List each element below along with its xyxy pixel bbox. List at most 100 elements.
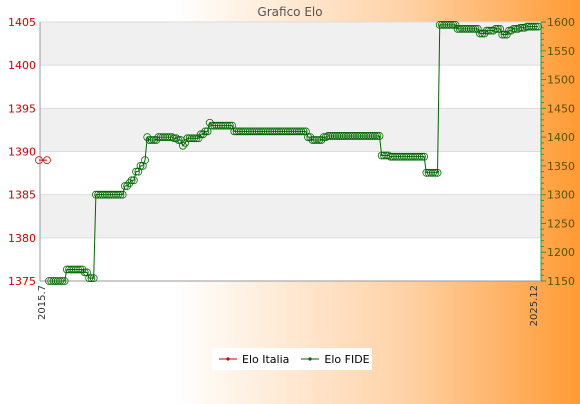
point-elo-fide [433, 168, 442, 177]
series-layer [35, 20, 542, 285]
right-axis: 1150 1200 1250 1300 1350 1400 1450 1500 1550 1600 [540, 16, 575, 288]
x-axis-ticks: 2015.7 2025.12 [37, 280, 541, 326]
point-elo-fide [313, 136, 321, 144]
point-elo-fide [80, 268, 89, 277]
right-tick-label: 1550 [547, 45, 575, 58]
point-elo-fide [125, 179, 134, 188]
left-tick-label: 1390 [8, 146, 36, 159]
grid-band [40, 194, 541, 238]
x-tick-label: 2015.7 [37, 285, 48, 320]
legend: Elo Italia Elo FIDE [212, 348, 372, 370]
point-elo-fide [529, 22, 538, 31]
point-elo-fide [192, 134, 201, 143]
point-elo-fide [174, 136, 183, 144]
point-elo-fide [297, 127, 306, 136]
point-elo-fide [371, 132, 379, 140]
point-elo-fide [134, 167, 143, 176]
point-elo-fide [147, 136, 156, 144]
point-elo-fide [78, 265, 87, 274]
legend-swatch-elo-fide [301, 357, 320, 361]
point-elo-fide [60, 277, 69, 285]
x-tick-label: 2025.12 [529, 285, 540, 326]
right-tick-label: 1150 [547, 275, 575, 288]
point-elo-fide [167, 133, 176, 142]
point-elo-fide [299, 127, 308, 136]
point-elo-fide [58, 277, 67, 285]
point-elo-fide [152, 136, 161, 144]
point-elo-fide [83, 268, 91, 277]
point-elo-fide [228, 121, 236, 130]
point-elo-italia [35, 156, 43, 165]
point-elo-fide [415, 152, 424, 161]
legend-swatch-elo-italia [219, 357, 237, 361]
point-elo-fide [89, 274, 98, 283]
point-elo-fide [306, 133, 315, 142]
legend-item-elo-italia: Elo Italia [219, 353, 289, 366]
left-axis: 1375 1380 1385 1390 1395 1400 1405 [8, 16, 41, 288]
left-tick-label: 1380 [8, 232, 36, 245]
legend-item-elo-fide: Elo FIDE [301, 352, 370, 366]
point-elo-fide [375, 132, 384, 140]
left-tick-label: 1385 [8, 189, 36, 202]
point-elo-fide [85, 274, 94, 283]
right-tick-label: 1300 [547, 189, 575, 202]
point-elo-fide [179, 141, 187, 150]
point-elo-fide [473, 25, 482, 33]
point-elo-fide [449, 20, 458, 29]
right-tick-label: 1200 [547, 246, 575, 259]
point-elo-fide [123, 182, 132, 190]
left-tick-label: 1400 [8, 59, 36, 72]
point-elo-fide [56, 277, 65, 285]
point-elo-fide [471, 25, 480, 33]
point-elo-fide [304, 133, 312, 142]
point-elo-fide [420, 152, 429, 161]
right-tick-label: 1500 [547, 74, 575, 87]
point-elo-fide [136, 161, 145, 170]
point-elo-fide [141, 156, 149, 165]
point-elo-fide [116, 190, 125, 199]
point-elo-fide [143, 133, 152, 142]
grid-band [40, 108, 541, 152]
point-elo-fide [181, 138, 190, 147]
point-elo-fide [76, 265, 85, 274]
point-elo-fide [201, 127, 210, 136]
point-elo-fide [223, 121, 232, 130]
point-elo-fide [469, 25, 478, 33]
point-elo-italia [43, 156, 51, 165]
point-elo-fide [373, 132, 382, 140]
point-elo-fide [498, 30, 507, 39]
point-elo-fide [431, 168, 440, 177]
point-elo-fide [196, 130, 205, 139]
point-elo-fide [493, 25, 502, 33]
point-elo-fide [480, 29, 489, 38]
point-elo-fide [447, 20, 455, 29]
point-elo-fide [118, 190, 127, 199]
point-elo-fide [172, 134, 181, 143]
right-tick-label: 1250 [547, 217, 575, 230]
point-elo-fide [194, 134, 203, 143]
point-elo-fide [315, 136, 324, 144]
right-tick-label: 1350 [547, 160, 575, 173]
point-elo-fide [534, 22, 542, 31]
point-elo-fide [476, 29, 484, 38]
point-elo-fide [451, 20, 460, 29]
point-elo-fide [114, 190, 123, 199]
point-elo-fide [417, 152, 426, 161]
point-elo-fide [74, 265, 82, 274]
right-tick-label: 1450 [547, 102, 575, 115]
point-elo-fide [132, 167, 140, 176]
point-elo-fide [190, 134, 199, 143]
point-elo-fide [121, 182, 129, 190]
legend-label-elo-fide: Elo FIDE [324, 352, 370, 366]
point-elo-fide [317, 136, 326, 144]
point-elo-fide [225, 121, 234, 130]
point-elo-fide [127, 176, 136, 185]
legend-label-elo-italia: Elo Italia [242, 352, 290, 366]
point-elo-fide [301, 127, 310, 136]
point-elo-fide [478, 29, 487, 38]
point-elo-fide [531, 22, 540, 31]
left-tick-label: 1375 [8, 275, 36, 288]
right-tick-label: 1400 [547, 131, 575, 144]
point-elo-fide [203, 127, 212, 136]
